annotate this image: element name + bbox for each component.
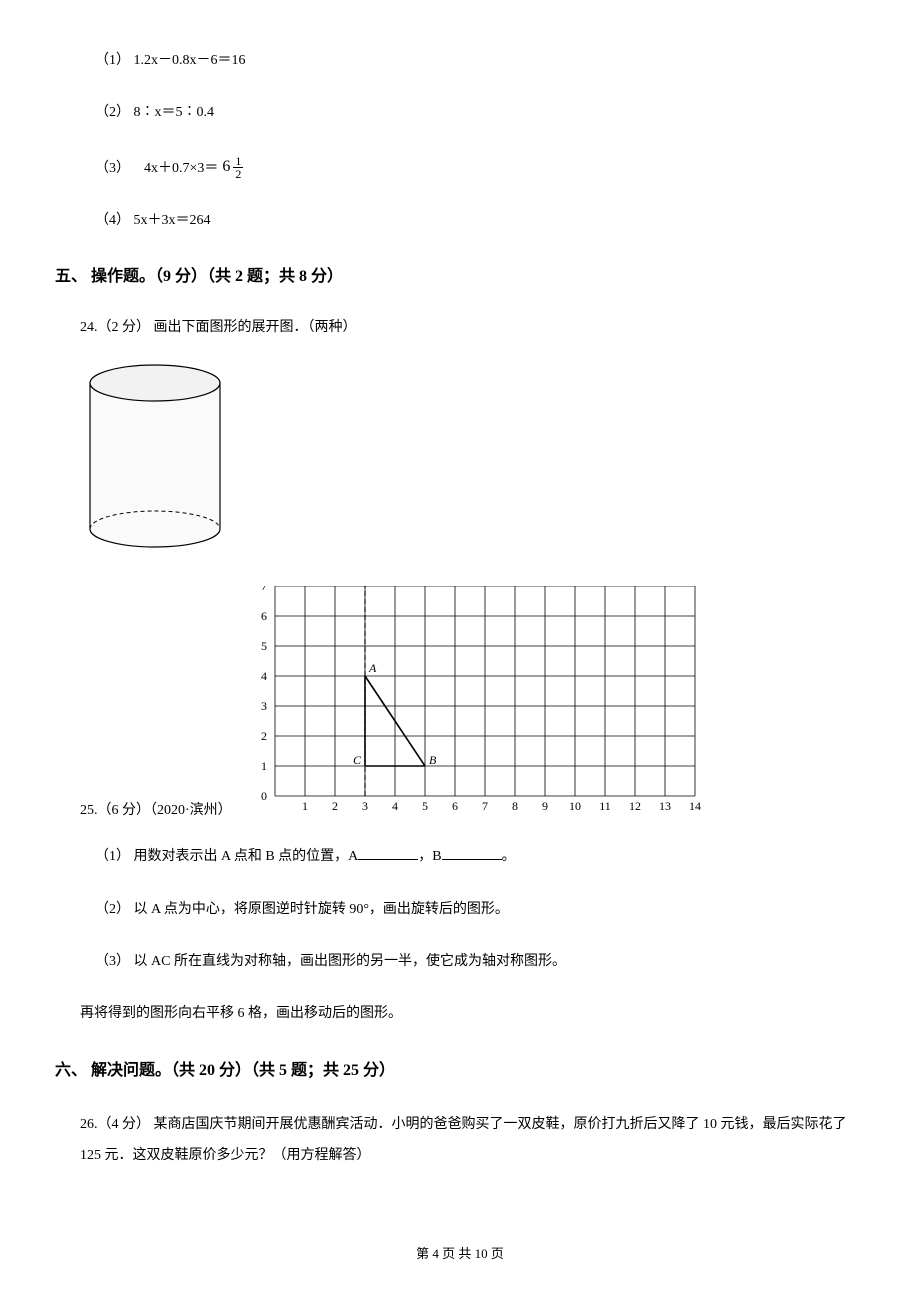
svg-text:7: 7: [482, 799, 488, 813]
q25-4: 再将得到的图形向右平移 6 格，画出移动后的图形。: [80, 1003, 865, 1025]
q26-text: 26.（4 分） 某商店国庆节期间开展优惠酬宾活动．小明的爸爸购买了一双皮鞋，原…: [80, 1110, 865, 1172]
svg-text:3: 3: [261, 699, 267, 713]
svg-text:4: 4: [261, 669, 267, 683]
q24-text: 24.（2 分） 画出下面图形的展开图．（两种）: [80, 316, 865, 336]
svg-text:6: 6: [452, 799, 458, 813]
svg-text:14: 14: [689, 799, 701, 813]
svg-text:7: 7: [261, 586, 267, 593]
svg-text:11: 11: [599, 799, 611, 813]
eq3-den: 2: [233, 168, 243, 180]
section-6-title: 六、 解决问题。（共 20 分）（共 5 题；共 25 分）: [55, 1056, 865, 1080]
svg-text:1: 1: [302, 799, 308, 813]
svg-text:5: 5: [422, 799, 428, 813]
svg-text:8: 8: [512, 799, 518, 813]
cylinder-figure: [80, 361, 865, 556]
cylinder-svg: [80, 361, 230, 551]
svg-text:6: 6: [261, 609, 267, 623]
eq3-fraction: 1 2: [233, 155, 243, 180]
q25-3: （3） 以 AC 所在直线为对称轴，画出图形的另一半，使它成为轴对称图形。: [95, 951, 865, 973]
svg-text:12: 12: [629, 799, 641, 813]
svg-text:5: 5: [261, 639, 267, 653]
eq4-text: 5x＋3x＝264: [134, 213, 211, 228]
svg-text:0: 0: [261, 789, 267, 803]
q25-1: （1） 用数对表示出 A 点和 B 点的位置，A ，B 。: [95, 846, 865, 868]
equation-3: （3） 4x＋0.7×3＝ 6 1 2: [95, 155, 865, 180]
equation-4: （4） 5x＋3x＝264: [95, 210, 865, 232]
blank-b[interactable]: [442, 846, 502, 860]
equation-2: （2） 8∶x＝5∶0.4: [95, 102, 865, 124]
q25-1-mid: ，B: [418, 849, 441, 864]
svg-text:4: 4: [392, 799, 398, 813]
q25-label: 25.（6 分）（2020·滨州）: [80, 799, 232, 821]
q25-2: （2） 以 A 点为中心，将原图逆时针旋转 90°，画出旋转后的图形。: [95, 899, 865, 921]
svg-text:13: 13: [659, 799, 671, 813]
blank-a[interactable]: [358, 846, 418, 860]
eq1-label: （1）: [95, 53, 130, 68]
eq2-text: 8∶x＝5∶0.4: [134, 105, 215, 120]
page-footer: 第 4 页 共 10 页: [0, 1243, 920, 1262]
eq3-mixed-fraction: 6 1 2: [222, 155, 243, 180]
q25-1-pre: （1） 用数对表示出 A 点和 B 点的位置，A: [95, 849, 358, 864]
eq3-prefix: 4x＋0.7×3＝: [144, 157, 218, 177]
section-5-title: 五、 操作题。（9 分）（共 2 题；共 8 分）: [55, 262, 865, 286]
svg-text:1: 1: [261, 759, 267, 773]
eq1-text: 1.2x－0.8x－6＝16: [134, 53, 246, 68]
svg-text:C: C: [353, 753, 362, 767]
q25-row: 25.（6 分）（2020·滨州） 0123456712345678910111…: [80, 586, 865, 821]
q25-1-end: 。: [502, 849, 516, 864]
svg-text:2: 2: [261, 729, 267, 743]
eq3-num: 1: [233, 155, 243, 168]
svg-text:3: 3: [362, 799, 368, 813]
eq4-label: （4）: [95, 213, 130, 228]
svg-text:10: 10: [569, 799, 581, 813]
svg-text:B: B: [429, 753, 437, 767]
eq2-label: （2）: [95, 105, 130, 120]
svg-text:9: 9: [542, 799, 548, 813]
grid-chart-svg: 012345671234567891011121314ABC: [240, 586, 705, 821]
eq3-whole: 6: [222, 158, 230, 176]
eq3-label: （3）: [95, 157, 130, 177]
svg-text:A: A: [368, 661, 377, 675]
equation-1: （1） 1.2x－0.8x－6＝16: [95, 50, 865, 72]
svg-text:2: 2: [332, 799, 338, 813]
